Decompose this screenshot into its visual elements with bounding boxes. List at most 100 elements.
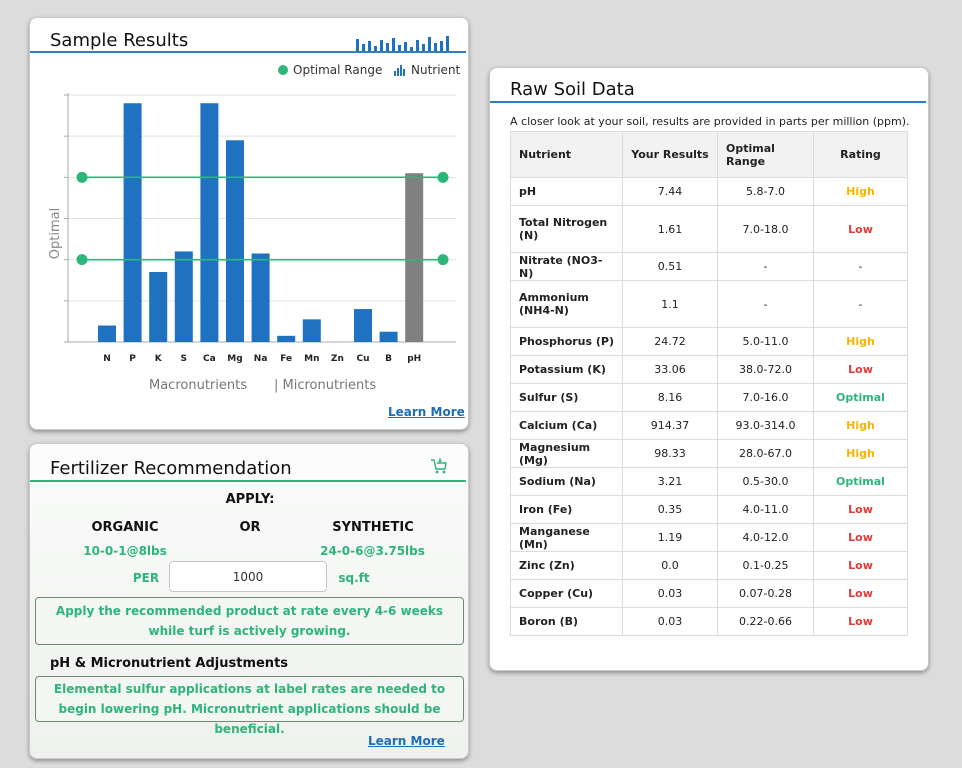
rating-cell: Low (813, 579, 908, 608)
fertilizer-learn-more-link[interactable]: Learn More (368, 734, 445, 748)
header-results: Your Results (622, 131, 718, 178)
cart-icon[interactable] (430, 457, 448, 475)
x-tick-label: Zn (331, 354, 344, 364)
rating-cell: High (813, 411, 908, 440)
header-bar-mark (386, 43, 389, 52)
x-tick-label: pH (407, 354, 421, 364)
rating-cell: Low (813, 355, 908, 384)
range-cell: 7.0-18.0 (717, 205, 814, 253)
bar-k (149, 272, 168, 342)
bar-b (379, 331, 398, 342)
range-cell: - (717, 280, 814, 328)
nutrient-cell: pH (510, 177, 623, 206)
ph-adjustments-note: Elemental sulfur applications at label r… (35, 676, 464, 736)
range-cell: 4.0-12.0 (717, 523, 814, 552)
sample-results-title: Sample Results (50, 30, 189, 51)
rating-cell: Low (813, 205, 908, 253)
header-bar-mark (422, 44, 425, 52)
result-cell: 0.03 (622, 579, 718, 608)
result-cell: 1.1 (622, 280, 718, 328)
nutrient-cell: Potassium (K) (510, 355, 623, 384)
nutrient-cell: Manganese (Mn) (510, 523, 623, 552)
range-cell: 28.0-67.0 (717, 439, 814, 468)
header-bar-mark (428, 37, 431, 52)
header-nutrient: Nutrient (510, 131, 623, 178)
bar-ca (200, 103, 219, 342)
header-bar-mark (398, 45, 401, 52)
header-bar-mark (440, 41, 443, 52)
result-cell: 914.37 (622, 411, 718, 440)
legend-nutrient-label: Nutrient (411, 63, 461, 77)
nutrient-cell: Magnesium (Mg) (510, 439, 623, 468)
bar-chart-icon (356, 36, 449, 52)
result-cell: 8.16 (622, 383, 718, 412)
rating-cell: - (813, 252, 908, 281)
bar-fe (277, 335, 296, 342)
header-bar-mark (362, 44, 365, 52)
area-input[interactable] (169, 561, 327, 592)
header-range: Optimal Range (717, 131, 814, 178)
rating-cell: - (813, 280, 908, 328)
table-row: Potassium (K) 33.06 38.0-72.0 Low (510, 355, 908, 384)
optimal-dot-icon (278, 65, 288, 75)
y-axis-label: Optimal (48, 208, 63, 259)
bar-na (251, 253, 270, 342)
header-bar-mark (446, 36, 449, 52)
bar-cu (354, 309, 372, 342)
rating-cell: High (813, 439, 908, 468)
result-cell: 24.72 (622, 327, 718, 356)
bar-mn (302, 319, 321, 342)
header-bar-mark (368, 41, 371, 52)
rating-cell: Low (813, 607, 908, 636)
table-row: Sodium (Na) 3.21 0.5-30.0 Optimal (510, 467, 908, 496)
range-cell: 0.1-0.25 (717, 551, 814, 580)
synthetic-value: 24-0-6@3.75lbs (320, 544, 425, 558)
x-tick-label: K (155, 354, 163, 364)
result-cell: 0.0 (622, 551, 718, 580)
table-row: Iron (Fe) 0.35 4.0-11.0 Low (510, 495, 908, 524)
header-bar-mark (392, 38, 395, 52)
result-cell: 3.21 (622, 467, 718, 496)
fertilizer-title: Fertilizer Recommendation (50, 458, 292, 479)
table-row: Nitrate (NO3-N) 0.51- - (510, 252, 908, 281)
header-bar-mark (374, 46, 377, 52)
rating-cell: High (813, 327, 908, 356)
table-row: Ammonium (NH4-N) 1.1- - (510, 280, 908, 328)
optimal-marker (437, 171, 449, 183)
sample-learn-more-link[interactable]: Learn More (388, 405, 465, 419)
range-cell: - (717, 252, 814, 281)
legend-nutrient: Nutrient (394, 63, 460, 77)
header-bar-mark (434, 43, 437, 52)
header-bar-mark (404, 42, 407, 52)
range-cell: 93.0-314.0 (717, 411, 814, 440)
raw-description: A closer look at your soil, results are … (510, 115, 910, 128)
bar-p (123, 103, 142, 342)
result-cell: 0.51 (622, 252, 718, 281)
table-header-row: Nutrient Your Results Optimal Range Rati… (510, 131, 908, 178)
result-cell: 1.19 (622, 523, 718, 552)
range-cell: 0.22-0.66 (717, 607, 814, 636)
raw-soil-data-card: Raw Soil Data A closer look at your soil… (489, 67, 929, 671)
table-row: Phosphorus (P) 24.72 5.0-11.0 High (510, 327, 908, 356)
per-label: PER (132, 571, 160, 585)
or-label: OR (239, 520, 261, 535)
optimal-marker (76, 171, 88, 183)
macronutrients-label: Macronutrients (149, 378, 247, 393)
rating-cell: Low (813, 551, 908, 580)
header-bar-mark (416, 40, 419, 52)
x-tick-label: Ca (203, 354, 216, 364)
nutrient-cell: Sulfur (S) (510, 383, 623, 412)
synthetic-label: SYNTHETIC (332, 520, 414, 535)
nutrient-cell: Copper (Cu) (510, 579, 623, 608)
nutrient-cell: Phosphorus (P) (510, 327, 623, 356)
nutrient-cell: Sodium (Na) (510, 467, 623, 496)
range-cell: 0.5-30.0 (717, 467, 814, 496)
table-row: Copper (Cu) 0.03 0.07-0.28 Low (510, 579, 908, 608)
range-cell: 4.0-11.0 (717, 495, 814, 524)
x-tick-label: S (181, 354, 187, 364)
bar-s (174, 251, 193, 342)
title-divider (30, 51, 466, 53)
bar-mg (226, 140, 244, 342)
rating-cell: Low (813, 495, 908, 524)
